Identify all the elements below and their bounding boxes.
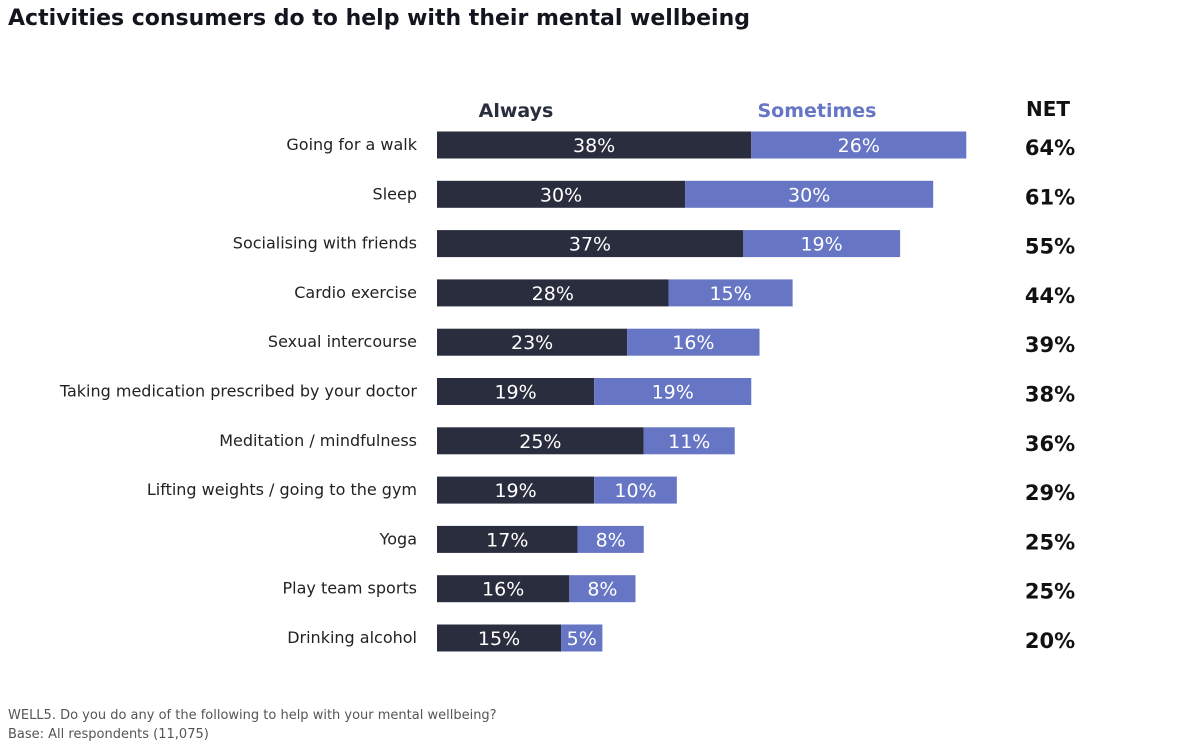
bar-sometimes <box>594 378 752 405</box>
net-value: 25% <box>1025 580 1075 604</box>
bar-sometimes-label: 5% <box>567 628 597 650</box>
bar-sometimes <box>561 624 603 652</box>
bar-sometimes <box>751 131 967 159</box>
bar-always-label: 25% <box>519 431 561 453</box>
bar-always <box>437 230 743 258</box>
bar-always-label: 15% <box>478 628 520 650</box>
net-value: 64% <box>1025 136 1075 160</box>
stacked-bar-chart: Always Sometimes NET Going for a walk 38% 26%… <box>59 97 1075 653</box>
category-label: Yoga <box>379 529 417 548</box>
category-label: Sexual intercourse <box>268 332 417 351</box>
bar-sometimes-label: 15% <box>709 283 751 305</box>
legend-sometimes: Sometimes <box>757 100 876 122</box>
bar-sometimes <box>594 476 677 504</box>
bar-always <box>437 131 752 159</box>
bar-sometimes-label: 30% <box>788 184 830 206</box>
bar-always-label: 28% <box>532 283 574 305</box>
footnote-base: Base: All respondents (11,075) <box>8 727 209 742</box>
net-header: NET <box>1026 97 1070 121</box>
bar-sometimes-label: 8% <box>587 579 617 601</box>
category-label: Cardio exercise <box>294 283 417 302</box>
bar-always <box>437 328 628 356</box>
bar-sometimes <box>569 575 636 603</box>
net-value: 36% <box>1025 432 1075 456</box>
bar-always-label: 30% <box>540 184 582 206</box>
category-label: Socialising with friends <box>233 234 417 253</box>
category-label: Taking medication prescribed by your doc… <box>59 382 418 401</box>
bar-always-label: 23% <box>511 332 553 354</box>
bar-sometimes <box>627 328 760 356</box>
bar-sometimes-label: 26% <box>838 135 880 157</box>
bar-always <box>437 180 686 208</box>
bar-always-label: 19% <box>494 382 536 404</box>
bar-always-label: 16% <box>482 579 524 601</box>
bar-sometimes <box>577 525 644 553</box>
bar-always-label: 37% <box>569 234 611 256</box>
category-label: Meditation / mindfulness <box>219 431 417 450</box>
bar-always <box>437 575 570 603</box>
net-value: 44% <box>1025 284 1075 308</box>
bar-sometimes-label: 8% <box>596 529 626 551</box>
net-value: 55% <box>1025 235 1075 259</box>
footnote-question: WELL5. Do you do any of the following to… <box>8 708 497 723</box>
bar-always-label: 38% <box>573 135 615 157</box>
category-label: Drinking alcohol <box>287 628 417 647</box>
bar-sometimes <box>643 427 735 455</box>
category-label: Play team sports <box>282 579 417 598</box>
bar-sometimes-label: 19% <box>800 234 842 256</box>
bar-always-label: 19% <box>494 480 536 502</box>
bar-always <box>437 427 644 455</box>
chart-title: Activities consumers do to help with the… <box>8 6 750 31</box>
category-label: Sleep <box>373 184 417 203</box>
bar-sometimes <box>685 180 934 208</box>
bar-always <box>437 279 669 307</box>
net-value: 25% <box>1025 530 1075 554</box>
legend-always: Always <box>479 100 554 122</box>
bar-always <box>437 476 595 504</box>
net-value: 61% <box>1025 185 1075 209</box>
net-value: 20% <box>1025 629 1075 653</box>
bar-always <box>437 378 595 405</box>
bar-always-label: 17% <box>486 529 528 551</box>
net-value: 29% <box>1025 481 1075 505</box>
bar-sometimes-label: 11% <box>668 431 710 453</box>
bar-sometimes <box>742 230 901 258</box>
bar-sometimes-label: 19% <box>652 382 694 404</box>
bar-always <box>437 525 578 553</box>
category-label: Lifting weights / going to the gym <box>147 480 417 499</box>
bar-sometimes <box>668 279 793 307</box>
net-value: 38% <box>1025 383 1075 407</box>
bar-sometimes-label: 16% <box>672 332 714 354</box>
bar-always <box>437 624 562 652</box>
bar-sometimes-label: 10% <box>614 480 656 502</box>
net-value: 39% <box>1025 333 1075 357</box>
category-label: Going for a walk <box>286 135 417 154</box>
